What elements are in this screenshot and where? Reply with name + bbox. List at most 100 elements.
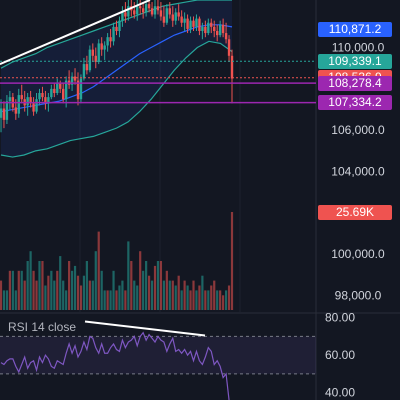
volume-bar	[227, 285, 231, 310]
candle-body	[103, 45, 106, 50]
volume-bar	[88, 280, 91, 310]
volume-bar	[192, 280, 195, 310]
candle-body	[127, 6, 130, 17]
candle-body	[38, 93, 41, 100]
candle-body	[82, 64, 86, 79]
candle-body	[171, 14, 174, 21]
candle-body	[115, 26, 118, 31]
candle-body	[224, 33, 228, 40]
volume-bar	[11, 270, 14, 310]
candle-body	[133, 10, 136, 15]
volume-bar	[82, 275, 86, 310]
candle-body	[198, 18, 201, 31]
trend-lines	[0, 0, 316, 104]
price-tag: 110,871.2	[318, 22, 392, 38]
candle-body	[189, 20, 192, 29]
candle-body	[221, 24, 225, 34]
volume-bar	[124, 290, 127, 310]
candle-body	[5, 101, 9, 120]
price-tag: 109,339.1	[318, 53, 392, 69]
volume-bar	[213, 280, 216, 310]
volume-bar	[109, 290, 112, 310]
volume-bar	[130, 261, 133, 310]
volume-bar	[222, 295, 225, 310]
candle-body	[215, 31, 219, 36]
volume-bar	[68, 261, 71, 310]
rsi-line	[0, 331, 230, 400]
price-tick-label: 110,000.0	[332, 41, 385, 55]
volume-bar	[59, 256, 62, 310]
volume-bar	[153, 265, 157, 310]
candle-body	[136, 6, 139, 15]
volume-bar	[100, 270, 103, 310]
candle-body	[76, 80, 80, 100]
candle-body	[59, 82, 62, 89]
volume-bar	[65, 290, 68, 310]
candle-body	[50, 88, 53, 98]
volume-bar	[26, 261, 29, 310]
candle-body	[2, 108, 6, 120]
candle-body	[44, 97, 47, 104]
volume-bar	[219, 290, 222, 310]
volume-tag: 25.69K	[318, 205, 392, 220]
volume-bar	[70, 270, 74, 310]
candle-body	[162, 16, 166, 23]
candle-body	[227, 39, 231, 56]
candle-body	[121, 12, 124, 21]
volume-bar	[20, 270, 23, 310]
candle-body	[100, 43, 103, 50]
volume-bar	[47, 275, 50, 310]
bollinger-fill	[1, 0, 232, 158]
candle-body	[180, 16, 183, 23]
candle-body	[204, 26, 207, 34]
volume-bar	[79, 285, 83, 310]
volume-bar	[112, 270, 115, 310]
volume-bar	[2, 290, 6, 310]
trend-line-price	[0, 0, 151, 65]
candle-body	[47, 97, 50, 104]
candlesticks	[0, 0, 234, 133]
candle-body	[85, 64, 89, 71]
volume-bar	[230, 212, 234, 310]
volume-bar	[94, 251, 97, 310]
volume-bar	[139, 251, 142, 310]
volume-bar	[204, 290, 207, 310]
volume-bar	[44, 285, 47, 310]
candle-body	[118, 20, 121, 31]
volume-bar	[50, 270, 53, 310]
volume-bar	[76, 275, 80, 310]
volume-bar	[14, 290, 17, 310]
volume-bar	[216, 290, 219, 310]
candle-body	[138, 6, 142, 9]
volume-bar	[91, 280, 94, 310]
volume-bar	[183, 280, 186, 310]
candle-body	[207, 22, 210, 34]
rsi-title: RSI 14 close	[8, 320, 77, 334]
candle-body	[106, 37, 109, 46]
volume-bar	[97, 231, 100, 310]
volume-bar	[165, 270, 168, 310]
volume-bar	[174, 285, 177, 310]
volume-bar	[127, 241, 130, 310]
volume-bar	[201, 275, 204, 310]
volume-bar	[85, 261, 88, 310]
candle-body	[26, 97, 29, 106]
candle-body	[174, 12, 177, 21]
volume-bar	[210, 285, 213, 310]
candle-body	[73, 76, 77, 81]
candle-body	[150, 8, 154, 15]
price-tick-label: 106,000.0	[331, 123, 385, 137]
candle-body	[17, 95, 20, 114]
candle-body	[177, 12, 180, 17]
volume-bar	[195, 290, 198, 310]
candle-body	[192, 20, 195, 27]
candle-body	[8, 97, 12, 102]
candle-body	[20, 95, 23, 100]
volume-bar	[29, 251, 32, 310]
price-axis: 110,000.0106,000.0104,000.0102,000.0100,…	[325, 41, 385, 400]
volume-bar	[106, 290, 109, 310]
candle-body	[124, 12, 127, 17]
candle-body	[14, 107, 18, 114]
volume-bar	[136, 285, 139, 310]
